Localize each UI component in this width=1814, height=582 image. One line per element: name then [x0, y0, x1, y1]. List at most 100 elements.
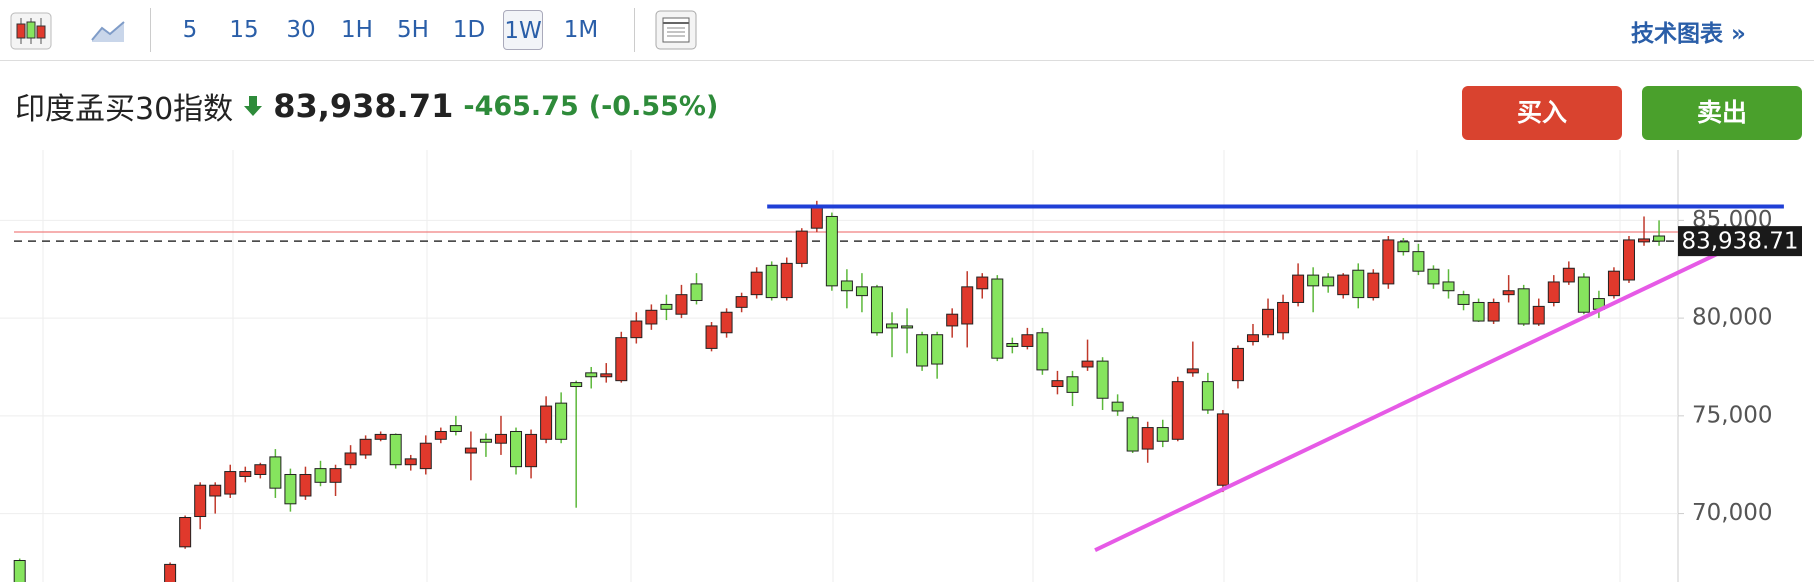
- candle-body: [1502, 290, 1515, 296]
- candle-body: [1292, 274, 1305, 303]
- candle-body: [976, 276, 989, 290]
- separator: [150, 8, 151, 52]
- toolbar: 5 15 30 1H 5H 1D 1W 1M 技术图表 »: [0, 0, 1814, 61]
- candle-body: [946, 313, 959, 327]
- candle-body: [374, 433, 387, 440]
- candle-body: [1126, 417, 1139, 452]
- candle-body: [901, 325, 914, 329]
- candle-body: [179, 516, 192, 548]
- candle-body: [510, 430, 523, 468]
- candle-body: [194, 484, 207, 518]
- candle-body: [765, 264, 778, 299]
- candle-body: [1216, 413, 1229, 486]
- candle-body: [1246, 334, 1259, 343]
- interval-button[interactable]: 1D: [452, 17, 486, 43]
- candle-body: [1397, 241, 1410, 253]
- candle-body: [1201, 381, 1214, 411]
- candle-body: [1111, 401, 1124, 412]
- candle-body: [1442, 281, 1455, 292]
- quote-header: 印度孟买30指数 83,938.71 -465.75 (-0.55%): [15, 84, 718, 128]
- last-price-box: [1678, 226, 1802, 257]
- candle-body: [1096, 360, 1109, 399]
- candle-body: [1367, 272, 1380, 299]
- candle-body: [991, 278, 1004, 359]
- instrument-title: 印度孟买30指数: [15, 92, 234, 127]
- interval-button[interactable]: 15: [229, 17, 259, 43]
- interval-button[interactable]: 1H: [341, 17, 373, 43]
- candle-body: [870, 286, 883, 334]
- candle-body: [224, 471, 237, 495]
- y-tick-label: 75,000: [1692, 402, 1772, 428]
- candle-body: [1412, 251, 1425, 272]
- candle-body: [600, 373, 613, 378]
- candle-body: [690, 283, 703, 302]
- candle-body: [705, 325, 718, 349]
- candle-body: [735, 296, 748, 308]
- buy-button[interactable]: 买入: [1462, 86, 1622, 140]
- candle-body: [1156, 427, 1169, 442]
- candle-body: [419, 442, 432, 470]
- candle-body: [1171, 381, 1184, 440]
- sell-button[interactable]: 卖出: [1642, 86, 1802, 140]
- candle-body: [931, 334, 944, 365]
- interval-button[interactable]: 5H: [397, 17, 429, 43]
- trendline: [1094, 238, 1748, 552]
- interval-button[interactable]: 1M: [563, 17, 599, 43]
- layout-icon[interactable]: [655, 10, 697, 50]
- last-price-label: 83,938.71: [1681, 229, 1798, 255]
- candle-body: [1021, 334, 1034, 347]
- candle-body: [1006, 343, 1019, 347]
- candle-body: [1231, 347, 1244, 382]
- candle-body: [720, 311, 733, 334]
- candle-body: [404, 458, 417, 466]
- candle-body: [164, 563, 177, 582]
- candle-body: [1547, 281, 1560, 303]
- candle-body: [1472, 301, 1485, 322]
- last-price: 83,938.71: [273, 87, 454, 125]
- candle-body: [825, 215, 838, 287]
- y-tick-label: 70,000: [1692, 500, 1772, 526]
- y-tick-label: 80,000: [1692, 305, 1772, 331]
- candle-body: [1066, 376, 1079, 393]
- interval-button[interactable]: 1W: [503, 10, 543, 50]
- candle-body: [1622, 239, 1635, 281]
- candle-body: [795, 230, 808, 264]
- interval-button[interactable]: 5: [182, 17, 198, 43]
- candle-body: [464, 447, 477, 454]
- candle-body: [660, 303, 673, 310]
- candle-body: [269, 456, 282, 489]
- candle-body: [449, 425, 462, 432]
- candle-body: [1577, 276, 1590, 313]
- candle-body: [1562, 267, 1575, 283]
- candle-body: [284, 473, 297, 505]
- technical-chart-link[interactable]: 技术图表 »: [1631, 21, 1746, 47]
- candle-body: [750, 271, 763, 296]
- candle-body: [570, 382, 583, 388]
- candle-body: [810, 207, 823, 229]
- candle-body: [1457, 294, 1470, 305]
- candle-body: [1337, 274, 1350, 296]
- candle-body: [1532, 305, 1545, 325]
- candle-body: [916, 334, 929, 367]
- line-icon[interactable]: [90, 16, 126, 44]
- candle-body: [1322, 276, 1335, 287]
- candle-body: [1262, 308, 1275, 336]
- candle-body: [479, 438, 492, 443]
- candle-body: [630, 320, 643, 339]
- down-arrow: [244, 96, 263, 116]
- candle-body: [239, 471, 252, 477]
- candle-body: [855, 286, 868, 297]
- candle-body: [675, 294, 688, 315]
- candle-body: [1427, 268, 1440, 285]
- candle-body: [329, 468, 342, 483]
- candle-body: [299, 473, 312, 497]
- candle-body: [645, 309, 658, 325]
- separator: [634, 8, 635, 52]
- candle-body: [1487, 301, 1500, 322]
- candle-icon[interactable]: [10, 12, 52, 50]
- interval-button[interactable]: 30: [286, 17, 316, 43]
- candle-body: [840, 280, 853, 292]
- candle-body: [615, 337, 628, 382]
